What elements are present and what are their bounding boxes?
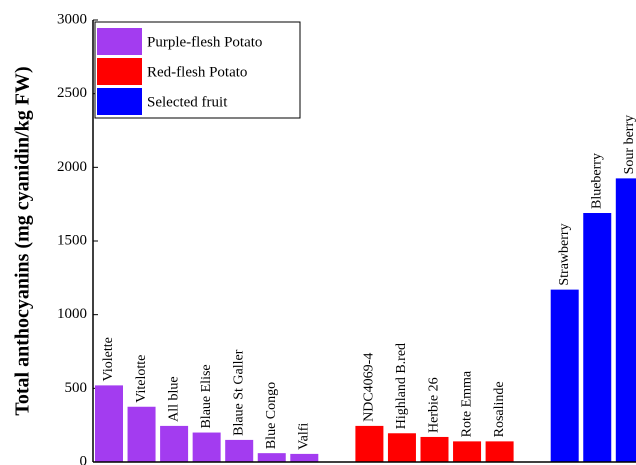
bar bbox=[583, 213, 612, 462]
legend-swatch bbox=[97, 58, 142, 85]
bar-label: Blue Congo bbox=[264, 382, 279, 449]
bar-label: Highland B.red bbox=[394, 343, 409, 429]
bar bbox=[485, 441, 514, 462]
bar bbox=[192, 432, 221, 462]
legend-swatch bbox=[97, 88, 142, 115]
bar bbox=[257, 453, 286, 462]
y-tick-label: 2500 bbox=[57, 85, 87, 101]
bar bbox=[127, 406, 156, 462]
bar-label: Sour berry bbox=[622, 115, 636, 175]
bar-label: Violette bbox=[101, 337, 116, 381]
bar bbox=[355, 425, 384, 462]
bar-label: Herbie 26 bbox=[427, 377, 442, 433]
bar-label: Blueberry bbox=[589, 153, 604, 209]
bar bbox=[225, 439, 254, 462]
bar bbox=[387, 433, 416, 462]
y-tick-label: 1000 bbox=[57, 306, 87, 322]
y-tick-label: 0 bbox=[80, 453, 88, 465]
bar-label: All blue bbox=[166, 376, 181, 422]
bar-label: Blaue St Galler bbox=[231, 349, 246, 436]
y-tick-label: 500 bbox=[65, 380, 88, 396]
bar bbox=[95, 385, 123, 462]
legend-label: Purple-flesh Potato bbox=[147, 34, 262, 50]
bar-label: Rosalinde bbox=[492, 381, 507, 437]
bar bbox=[420, 436, 449, 462]
y-tick-label: 2000 bbox=[57, 159, 87, 175]
bar-label: Blaue Elise bbox=[199, 364, 214, 428]
y-axis-label: Total anthocyanins (mg cyanidin/kg FW) bbox=[12, 66, 34, 415]
legend: Purple-flesh Potato Red-flesh Potato Selec… bbox=[94, 21, 301, 119]
bar-label: NDC4069-4 bbox=[362, 353, 377, 422]
y-tick-label: 3000 bbox=[57, 11, 87, 27]
y-tick-label: 1500 bbox=[57, 232, 87, 248]
legend-label: Red-flesh Potato bbox=[147, 64, 247, 80]
bar-label: Valfi bbox=[297, 423, 312, 450]
bar bbox=[453, 441, 482, 462]
bar bbox=[290, 453, 319, 462]
bar-label: Strawberry bbox=[557, 223, 572, 285]
bar bbox=[160, 425, 189, 462]
legend-swatch bbox=[97, 28, 142, 55]
legend-label: Selected fruit bbox=[147, 94, 228, 110]
bar-label: Vitelotte bbox=[134, 355, 149, 403]
bar bbox=[615, 178, 636, 462]
bar-label: Rote Emma bbox=[459, 370, 474, 437]
bar bbox=[550, 289, 579, 462]
